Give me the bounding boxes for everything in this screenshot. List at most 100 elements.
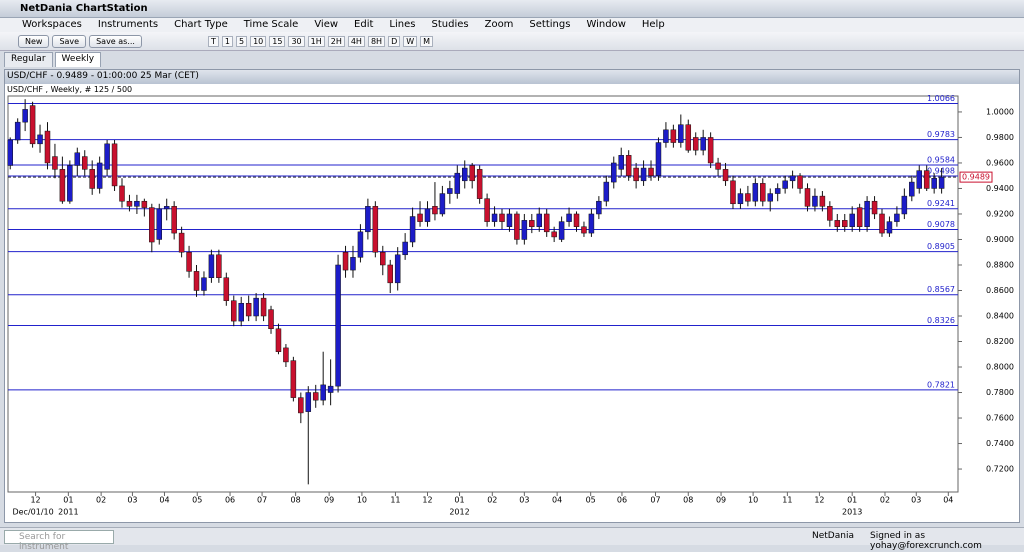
candle-body — [879, 213, 885, 234]
candle-body — [491, 213, 498, 222]
x-tick-label: 03 — [127, 496, 137, 505]
x-tick-label: 12 — [30, 496, 40, 505]
plot-area — [7, 95, 959, 493]
candle-body — [439, 193, 446, 215]
toolbar-button[interactable]: Save — [52, 34, 87, 48]
period-button[interactable]: 8H — [367, 35, 386, 47]
candle-body — [372, 206, 379, 253]
menu-item[interactable]: Workspaces — [22, 19, 82, 30]
x-tick-label: 04 — [943, 496, 953, 505]
candle-body — [37, 134, 43, 145]
candle-body — [312, 392, 319, 401]
x-tick-label: 03 — [911, 496, 921, 505]
tab-bar: Regular Weekly — [0, 52, 1024, 67]
candle-body — [134, 200, 140, 207]
candle-body — [819, 195, 826, 207]
candle-body — [692, 137, 699, 151]
menu-item[interactable]: Instruments — [97, 19, 159, 30]
menu-item[interactable]: Help — [641, 19, 665, 30]
candle-body — [357, 231, 364, 258]
period-button[interactable]: M — [420, 35, 434, 47]
chart-info: USD/CHF , Weekly, # 125 / 500 — [7, 85, 133, 94]
period-button[interactable]: 10 — [250, 35, 267, 47]
menu-item[interactable]: Settings — [529, 19, 571, 30]
candle-body — [216, 254, 222, 278]
tab[interactable]: Weekly — [54, 52, 102, 67]
candle-body — [238, 302, 244, 322]
candle-body — [380, 251, 386, 266]
period-button[interactable]: 2H — [327, 35, 345, 47]
menu-item[interactable]: Chart Type — [174, 19, 228, 30]
candle-body — [342, 251, 349, 271]
period-button[interactable]: 1H — [307, 35, 325, 47]
candle-body — [476, 169, 483, 199]
period-button[interactable]: 30 — [288, 35, 305, 47]
candle-body — [864, 200, 870, 227]
candle-body — [186, 251, 192, 272]
period-button[interactable]: 15 — [269, 35, 286, 47]
candle-body — [260, 297, 267, 317]
brand: NetDania — [812, 531, 854, 541]
candle-body — [536, 213, 543, 227]
chart-window-title: USD/CHF - 0.9489 - 01:00:00 25 Mar (CET) — [5, 70, 1019, 84]
menu-bar: Workspaces Instruments Chart Type Time Scal… — [0, 18, 1024, 32]
x-annotation: Dec/01/10 — [12, 508, 53, 517]
menu-item[interactable]: Time Scale — [243, 19, 299, 30]
candle-body — [543, 213, 550, 233]
candle-body — [290, 360, 297, 398]
candle-body — [320, 384, 326, 401]
y-tick-label: 0.7800 — [986, 388, 1014, 397]
last-price-box — [959, 171, 993, 183]
candle-body — [469, 165, 475, 182]
chart: 1.0000 0.9800 0.9600 0.9400 0.9200 0.9000 0.88… — [7, 94, 1014, 517]
period-button[interactable]: D — [388, 35, 401, 47]
level-label: 0.9584 — [927, 155, 955, 164]
x-annotation: 2011 — [58, 508, 78, 517]
level-label: 0.9241 — [927, 199, 955, 208]
candle-body — [655, 142, 662, 176]
level-label: 0.8326 — [927, 316, 955, 325]
menu-item[interactable]: View — [314, 19, 339, 30]
y-tick-label: 0.9400 — [986, 184, 1014, 193]
y-tick-label: 0.9200 — [986, 209, 1014, 218]
level-label: 0.9498 — [927, 166, 955, 175]
y-tick-label: 0.7200 — [986, 465, 1014, 474]
candle-body — [871, 200, 878, 215]
y-tick-label: 0.8000 — [986, 363, 1014, 372]
period-button[interactable]: T — [207, 35, 219, 47]
candle-body — [350, 257, 356, 271]
menu-item[interactable]: Studies — [431, 19, 469, 30]
candle-body — [670, 129, 677, 143]
period-button[interactable]: 5 — [235, 35, 248, 47]
x-tick-label: 05 — [192, 496, 202, 505]
menu-item[interactable]: Edit — [354, 19, 374, 30]
period-button[interactable]: W — [403, 35, 418, 47]
menu-item[interactable]: Lines — [389, 19, 416, 30]
x-tick-label: 02 — [487, 496, 497, 505]
x-tick-label: 10 — [748, 496, 758, 505]
toolbar-button[interactable]: New — [18, 34, 50, 48]
toolbar-button[interactable]: Save as... — [89, 34, 142, 48]
candle-body — [856, 207, 863, 227]
tab[interactable]: Regular — [4, 52, 53, 67]
candle-body — [275, 328, 282, 352]
title-bar: NetDania ChartStation — [0, 0, 1024, 18]
candle-body — [938, 176, 945, 189]
candle-body — [424, 208, 431, 222]
candle-body — [760, 183, 766, 202]
candle-body — [417, 213, 423, 222]
menu-item[interactable]: Zoom — [484, 19, 514, 30]
candle-body — [141, 200, 148, 208]
candle-body — [268, 309, 274, 330]
candle-body — [894, 213, 900, 222]
candle-body — [797, 175, 803, 189]
menu-item[interactable]: Window — [586, 19, 626, 30]
search-input[interactable]: Search for instrument — [4, 530, 114, 552]
period-button[interactable]: 1 — [221, 35, 233, 47]
candle-body — [327, 385, 334, 393]
candle-body — [305, 392, 312, 412]
y-tick-label: 0.8200 — [986, 337, 1014, 346]
candle-body — [834, 220, 841, 227]
period-button[interactable]: 4H — [347, 35, 365, 47]
candle-body — [529, 220, 535, 227]
